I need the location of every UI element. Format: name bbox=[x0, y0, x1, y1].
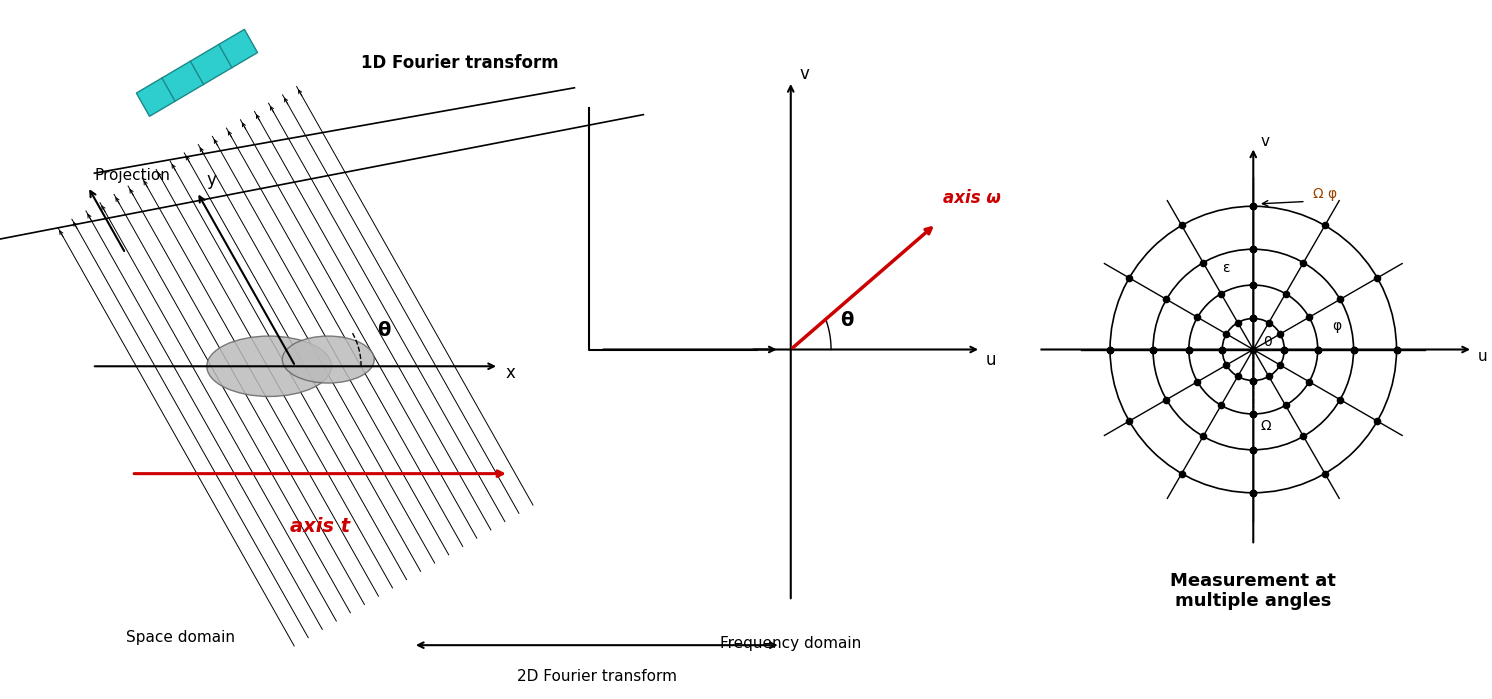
Text: φ: φ bbox=[1332, 319, 1341, 333]
Text: axis ω: axis ω bbox=[943, 189, 1001, 207]
Text: Projection: Projection bbox=[94, 168, 170, 183]
Text: Space domain: Space domain bbox=[125, 630, 236, 644]
Ellipse shape bbox=[207, 336, 331, 396]
Ellipse shape bbox=[282, 336, 374, 383]
Polygon shape bbox=[136, 29, 258, 116]
Text: 0: 0 bbox=[1262, 336, 1271, 350]
Text: x: x bbox=[506, 364, 515, 382]
Text: y: y bbox=[207, 171, 216, 189]
Text: ε: ε bbox=[1222, 261, 1229, 275]
Text: θ: θ bbox=[840, 311, 853, 330]
Text: 1D Fourier transform: 1D Fourier transform bbox=[361, 55, 558, 72]
Text: v: v bbox=[1261, 134, 1270, 150]
Text: 2D Fourier transform: 2D Fourier transform bbox=[516, 670, 677, 684]
Text: Ω φ: Ω φ bbox=[1313, 187, 1337, 201]
Text: Measurement at
multiple angles: Measurement at multiple angles bbox=[1170, 572, 1337, 610]
Text: u: u bbox=[1477, 350, 1488, 364]
Text: Ω: Ω bbox=[1261, 419, 1271, 433]
Text: Frequency domain: Frequency domain bbox=[721, 637, 861, 651]
Text: axis t: axis t bbox=[289, 517, 351, 536]
Text: θ: θ bbox=[377, 321, 391, 340]
Text: v: v bbox=[800, 66, 810, 83]
Text: u: u bbox=[985, 351, 997, 368]
